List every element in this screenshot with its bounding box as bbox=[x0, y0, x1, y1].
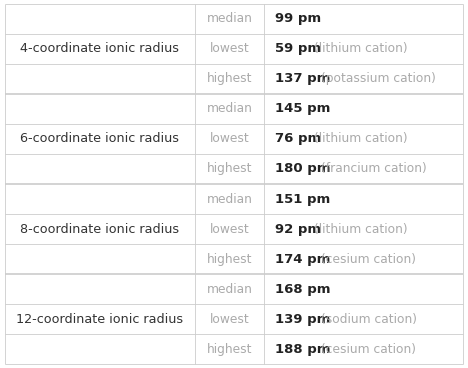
Text: 151 pm: 151 pm bbox=[275, 192, 330, 205]
Text: (cesium cation): (cesium cation) bbox=[321, 343, 416, 356]
Text: median: median bbox=[206, 283, 252, 296]
Text: highest: highest bbox=[207, 343, 252, 356]
Text: lowest: lowest bbox=[210, 223, 249, 236]
Text: 145 pm: 145 pm bbox=[275, 102, 331, 115]
Text: (cesium cation): (cesium cation) bbox=[321, 253, 416, 266]
Text: (lithium cation): (lithium cation) bbox=[314, 42, 408, 55]
Text: median: median bbox=[206, 102, 252, 115]
Text: 137 pm: 137 pm bbox=[275, 72, 331, 85]
Text: 99 pm: 99 pm bbox=[275, 12, 322, 25]
Text: (potassium cation): (potassium cation) bbox=[321, 72, 436, 85]
Text: lowest: lowest bbox=[210, 313, 249, 326]
Text: 6-coordinate ionic radius: 6-coordinate ionic radius bbox=[20, 132, 179, 145]
Text: median: median bbox=[206, 192, 252, 205]
Text: highest: highest bbox=[207, 163, 252, 176]
Text: 12-coordinate ionic radius: 12-coordinate ionic radius bbox=[16, 313, 183, 326]
Text: 4-coordinate ionic radius: 4-coordinate ionic radius bbox=[20, 42, 179, 55]
Text: lowest: lowest bbox=[210, 42, 249, 55]
Text: (francium cation): (francium cation) bbox=[321, 163, 426, 176]
Text: lowest: lowest bbox=[210, 132, 249, 145]
Text: 139 pm: 139 pm bbox=[275, 313, 331, 326]
Text: 180 pm: 180 pm bbox=[275, 163, 331, 176]
Text: (lithium cation): (lithium cation) bbox=[314, 223, 408, 236]
Text: 59 pm: 59 pm bbox=[275, 42, 322, 55]
Text: highest: highest bbox=[207, 253, 252, 266]
Text: (lithium cation): (lithium cation) bbox=[314, 132, 408, 145]
Text: (sodium cation): (sodium cation) bbox=[321, 313, 417, 326]
Text: 76 pm: 76 pm bbox=[275, 132, 322, 145]
Text: median: median bbox=[206, 12, 252, 25]
Text: 188 pm: 188 pm bbox=[275, 343, 331, 356]
Text: highest: highest bbox=[207, 72, 252, 85]
Text: 8-coordinate ionic radius: 8-coordinate ionic radius bbox=[20, 223, 179, 236]
Text: 92 pm: 92 pm bbox=[275, 223, 322, 236]
Text: 168 pm: 168 pm bbox=[275, 283, 331, 296]
Text: 174 pm: 174 pm bbox=[275, 253, 331, 266]
